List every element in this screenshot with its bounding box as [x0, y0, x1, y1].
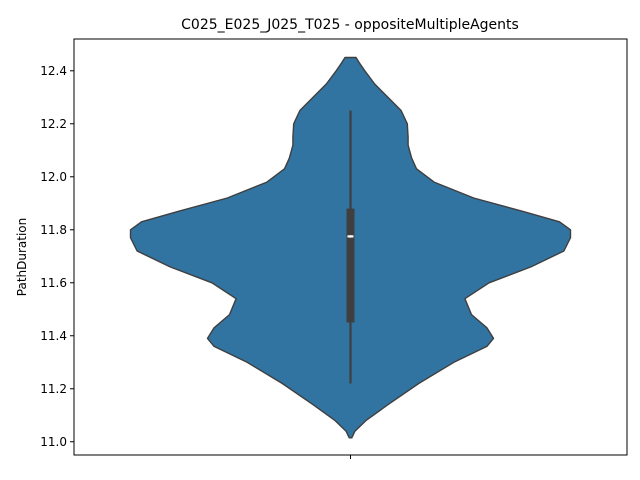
- y-tick-label: 12.0: [40, 170, 67, 184]
- y-tick-label: 11.6: [40, 276, 67, 290]
- plot-frame: [73, 38, 628, 456]
- y-axis-label: PathDuration: [15, 218, 29, 296]
- violin-iqr-box: [346, 208, 355, 323]
- y-tick-label: 12.2: [40, 117, 67, 131]
- chart-title: C025_E025_J025_T025 - oppositeMultipleAg…: [181, 17, 519, 33]
- y-tick-label: 11.2: [40, 382, 67, 396]
- y-tick-label: 11.8: [40, 223, 67, 237]
- plot-area: [129, 56, 572, 439]
- y-tick-label: 12.4: [40, 64, 67, 78]
- y-axis: 11.0 11.2 11.4 11.6 11.8 12.0 12.2 12.4: [40, 64, 74, 449]
- y-tick-label: 11.4: [40, 329, 67, 343]
- y-tick-label: 11.0: [40, 435, 67, 449]
